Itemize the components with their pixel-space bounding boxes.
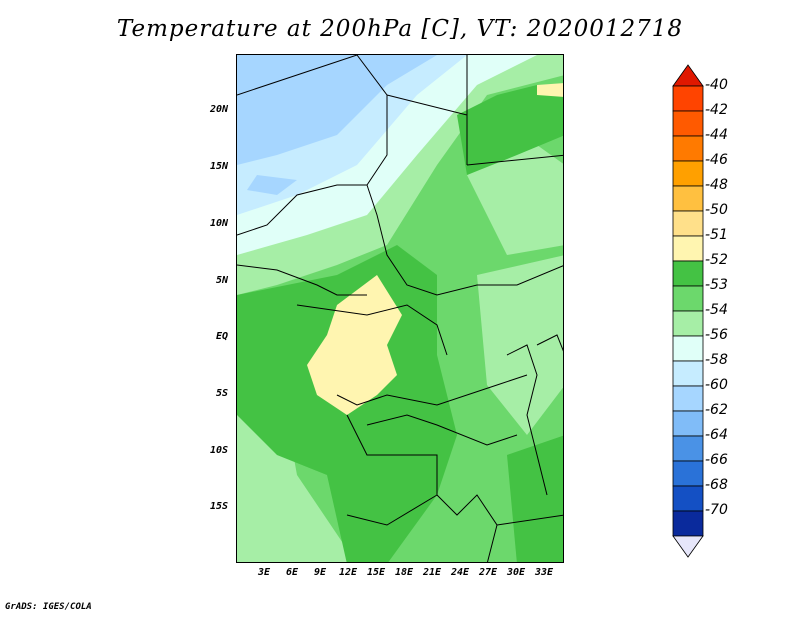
lat-tick-15s: 15S <box>209 501 228 512</box>
legend-swatch <box>672 435 704 462</box>
temperature-field <box>237 55 563 562</box>
grads-credit: GrADS: IGES/COLA <box>5 602 92 612</box>
lon-tick-30e: 30E <box>506 567 526 578</box>
lat-tick-10s: 10S <box>209 445 228 456</box>
legend-swatch <box>672 510 704 537</box>
legend-swatch <box>672 135 704 162</box>
lon-tick-21e: 21E <box>422 567 442 578</box>
legend-label: -52 <box>705 252 728 268</box>
legend-top-arrow <box>672 64 704 87</box>
map-title: Temperature at 200hPa [C], VT: 202001271… <box>116 16 684 42</box>
legend-swatch <box>672 335 704 362</box>
legend-swatch <box>672 185 704 212</box>
lon-tick-3e: 3E <box>257 567 271 578</box>
legend-label: -42 <box>705 102 728 118</box>
legend-swatch <box>672 110 704 137</box>
lon-tick-6e: 6E <box>285 567 299 578</box>
legend-swatch <box>672 410 704 437</box>
legend-label: -64 <box>705 427 728 443</box>
lat-tick-20n: 20N <box>209 104 228 115</box>
legend-label: -60 <box>705 377 728 393</box>
legend-label: -66 <box>705 452 728 468</box>
legend-label: -58 <box>705 352 728 368</box>
lat-tick-15n: 15N <box>209 161 228 172</box>
legend-label: -68 <box>705 477 728 493</box>
lon-tick-9e: 9E <box>313 567 327 578</box>
legend-swatch <box>672 460 704 487</box>
legend-swatch <box>672 360 704 387</box>
legend-label: -48 <box>705 177 728 193</box>
legend-label: -50 <box>705 202 728 218</box>
legend-swatch <box>672 310 704 337</box>
legend-label: -54 <box>705 302 728 318</box>
legend-bottom-arrow <box>672 535 704 558</box>
legend-swatch <box>672 160 704 187</box>
legend-swatch <box>672 85 704 112</box>
lat-tick-5s: 5S <box>215 388 228 399</box>
lat-tick-10n: 10N <box>209 218 228 229</box>
legend-swatch <box>672 210 704 237</box>
legend-label: -40 <box>705 77 728 93</box>
lon-tick-24e: 24E <box>450 567 470 578</box>
lon-tick-12e: 12E <box>338 567 358 578</box>
lon-tick-33e: 33E <box>534 567 554 578</box>
legend-label: -56 <box>705 327 728 343</box>
lat-tick-5n: 5N <box>215 275 228 286</box>
legend-swatch <box>672 485 704 512</box>
lat-tick-eq: EQ <box>215 331 228 342</box>
lon-tick-27e: 27E <box>478 567 498 578</box>
legend-label: -70 <box>705 502 728 518</box>
legend-swatch <box>672 235 704 262</box>
legend-label: -51 <box>705 227 728 243</box>
map-panel <box>236 54 564 563</box>
legend-swatch <box>672 385 704 412</box>
legend-label: -62 <box>705 402 728 418</box>
lon-tick-18e: 18E <box>394 567 414 578</box>
legend-swatch <box>672 285 704 312</box>
lon-tick-15e: 15E <box>366 567 386 578</box>
legend-label: -44 <box>705 127 728 143</box>
legend-label: -53 <box>705 277 728 293</box>
legend-swatch <box>672 260 704 287</box>
legend-label: -46 <box>705 152 728 168</box>
color-legend-bar <box>672 64 704 558</box>
